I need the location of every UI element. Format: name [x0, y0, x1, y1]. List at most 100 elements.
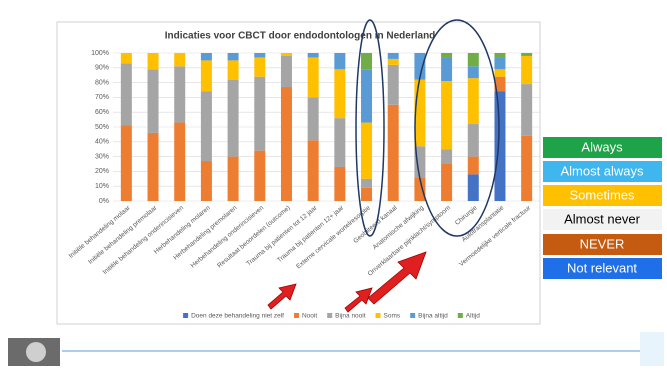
bar-segment: [334, 118, 346, 167]
legend-label: Soms: [384, 313, 401, 320]
bar-segment: [494, 57, 506, 70]
bar-segment: [441, 53, 453, 58]
bar-segment: [334, 53, 346, 70]
legend-item: Nooit: [293, 313, 317, 320]
bar-segment: [147, 132, 159, 201]
bar-segment: [521, 55, 533, 85]
bar-segment: [361, 178, 373, 188]
bar-segment: [280, 87, 292, 201]
bar-segment: [120, 125, 132, 201]
bar-segment: [227, 79, 239, 157]
legend-label: Bijna nooit: [335, 313, 366, 320]
bar-segment: [414, 146, 426, 178]
bar-segment: [200, 161, 212, 201]
logo-right: [640, 332, 664, 366]
y-tick-label: 0%: [99, 198, 109, 205]
bar-segment: [494, 91, 506, 201]
bar-segment: [307, 53, 319, 58]
legend-label: Doen deze behandeling niet zelf: [191, 313, 284, 320]
legend-item: Altijd: [457, 313, 480, 320]
legend-text: Almost always: [560, 163, 644, 178]
y-tick-label: 20%: [95, 168, 109, 175]
legend-text: Sometimes: [569, 187, 635, 202]
bar-segment: [307, 57, 319, 98]
bar-segment: [521, 135, 533, 201]
legend-swatch: [457, 313, 463, 318]
y-tick-label: 50%: [95, 124, 109, 131]
bar-segment: [441, 57, 453, 82]
bar-segment: [147, 69, 159, 133]
logo-left: [26, 342, 46, 362]
arrow: [367, 251, 427, 305]
legend-box: [543, 209, 662, 230]
bar-segment: [414, 53, 426, 80]
bar-segment: [467, 78, 479, 125]
legend-item: Bijna nooit: [327, 313, 366, 320]
highlight-oval: [355, 19, 385, 237]
bar-segment: [361, 69, 373, 123]
bar-segment: [174, 66, 186, 123]
bar-segment: [414, 177, 426, 201]
legend-text: Almost never: [564, 211, 641, 226]
legend-box: [543, 161, 662, 182]
bar-segment: [200, 53, 212, 61]
bar-segment: [254, 53, 266, 58]
legend-swatch: [183, 313, 189, 318]
highlight-oval: [414, 19, 500, 237]
bar-segment: [120, 53, 132, 64]
bar-segment: [441, 149, 453, 164]
bar-segment: [467, 53, 479, 67]
legend-swatch: [410, 313, 416, 318]
bar-segment: [387, 53, 399, 59]
bar-segment: [521, 53, 533, 56]
bar-segment: [467, 124, 479, 157]
arrows: [267, 251, 427, 313]
bar-segment: [254, 76, 266, 151]
legend-swatch: [327, 313, 333, 318]
bar-segment: [361, 187, 373, 201]
bar-segment: [307, 97, 319, 141]
legend-item: Doen deze behandeling niet zelf: [183, 313, 284, 320]
bar-segment: [200, 60, 212, 92]
y-tick-label: 90%: [95, 65, 109, 72]
y-tick-label: 70%: [95, 94, 109, 101]
bar-segment: [361, 53, 373, 70]
legend-item: Bijna altijd: [410, 313, 448, 320]
bar-segment: [307, 140, 319, 201]
bar-segment: [494, 53, 506, 58]
bar-segment: [280, 55, 292, 88]
legend-box: [543, 234, 662, 255]
bar-segment: [441, 164, 453, 201]
y-tick-label: 10%: [95, 183, 109, 190]
bar-segment: [494, 69, 506, 77]
bar-segment: [254, 57, 266, 77]
y-tick-label: 40%: [95, 139, 109, 146]
bar-segment: [174, 122, 186, 201]
bar-segment: [174, 53, 186, 67]
legend-swatch: [375, 313, 381, 318]
legend-swatch: [293, 313, 299, 318]
y-tick-label: 80%: [95, 79, 109, 86]
arrow: [267, 283, 297, 310]
bar-segment: [227, 156, 239, 201]
bar-segment: [280, 53, 292, 56]
bar-segment: [387, 58, 399, 65]
legend-box: [543, 258, 662, 279]
bar-segment: [494, 76, 506, 92]
bar-segment: [227, 60, 239, 80]
bar-segment: [387, 104, 399, 201]
legend-label: Altijd: [466, 313, 480, 320]
y-tick-label: 60%: [95, 109, 109, 116]
bar-segment: [361, 122, 373, 179]
bar-segment: [441, 81, 453, 150]
legend-text: Not relevant: [567, 260, 637, 275]
side-legend: Always Almost always Sometimes Almost ne…: [543, 137, 662, 279]
chart-frame: [56, 21, 541, 325]
legend-label: Bijna altijd: [418, 313, 448, 320]
legend-label: Nooit: [302, 313, 317, 320]
bar-segment: [334, 166, 346, 201]
bar-segment: [467, 174, 479, 201]
y-tick-label: 30%: [95, 153, 109, 160]
legend-text: NEVER: [580, 236, 625, 251]
